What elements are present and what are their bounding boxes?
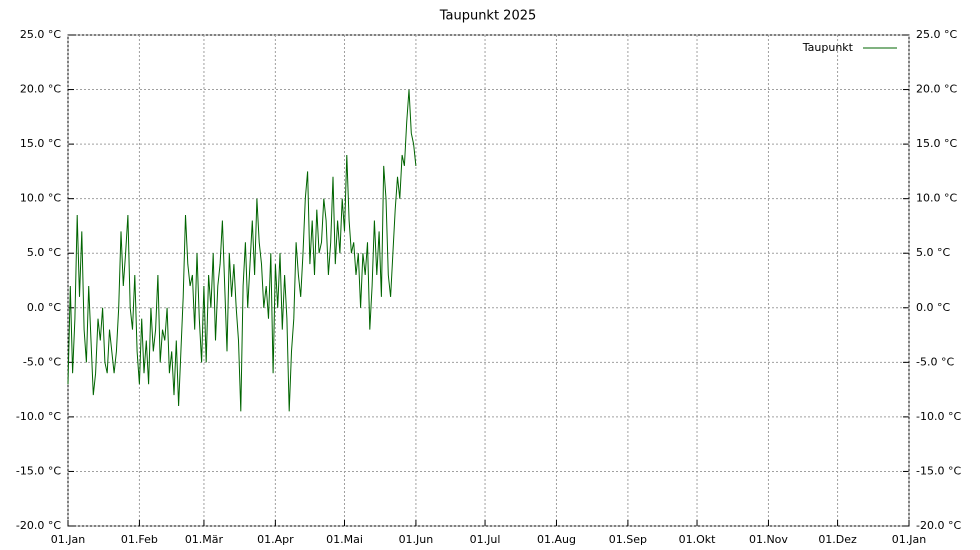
y2-tick-label: -20.0 °C — [916, 519, 961, 532]
y-tick-label: -15.0 °C — [16, 464, 61, 477]
x-tick-label: 01.Mai — [326, 533, 363, 546]
y-tick-label: 10.0 °C — [20, 192, 61, 205]
y-tick-label: -10.0 °C — [16, 410, 61, 423]
x-tick-label: 01.Aug — [537, 533, 576, 546]
y2-tick-label: 25.0 °C — [916, 28, 957, 41]
x-tick-label: 01.Jan — [51, 533, 85, 546]
x-tick-label: 01.Nov — [749, 533, 788, 546]
y-tick-label: -5.0 °C — [23, 355, 61, 368]
y2-tick-label: 15.0 °C — [916, 137, 957, 150]
x-tick-label: 01.Sep — [609, 533, 647, 546]
x-tick-label: 01.Jan — [892, 533, 926, 546]
y2-tick-label: -15.0 °C — [916, 464, 961, 477]
y2-tick-label: 5.0 °C — [916, 246, 950, 259]
series-line — [67, 89, 417, 412]
x-tick-label: 01.Apr — [257, 533, 294, 546]
legend-label: Taupunkt — [802, 41, 854, 54]
x-tick-label: 01.Dez — [818, 533, 857, 546]
x-tick-label: 01.Jul — [470, 533, 501, 546]
x-tick-label: 01.Okt — [679, 533, 717, 546]
y-tick-label: 5.0 °C — [27, 246, 61, 259]
y-tick-label: 15.0 °C — [20, 137, 61, 150]
y-tick-label: 0.0 °C — [27, 301, 61, 314]
y2-tick-label: 20.0 °C — [916, 83, 957, 96]
y2-tick-label: -5.0 °C — [916, 355, 954, 368]
plot-frame — [67, 34, 910, 527]
y-tick-label: 25.0 °C — [20, 28, 61, 41]
y2-tick-label: -10.0 °C — [916, 410, 961, 423]
y-tick-label: -20.0 °C — [16, 519, 61, 532]
x-tick-label: 01.Jun — [399, 533, 434, 546]
chart-title: Taupunkt 2025 — [439, 9, 537, 24]
y2-tick-label: 10.0 °C — [916, 192, 957, 205]
y2-tick-label: 0.0 °C — [916, 301, 950, 314]
y-tick-label: 20.0 °C — [20, 83, 61, 96]
x-tick-label: 01.Feb — [121, 533, 158, 546]
x-tick-label: 01.Mär — [185, 533, 224, 546]
